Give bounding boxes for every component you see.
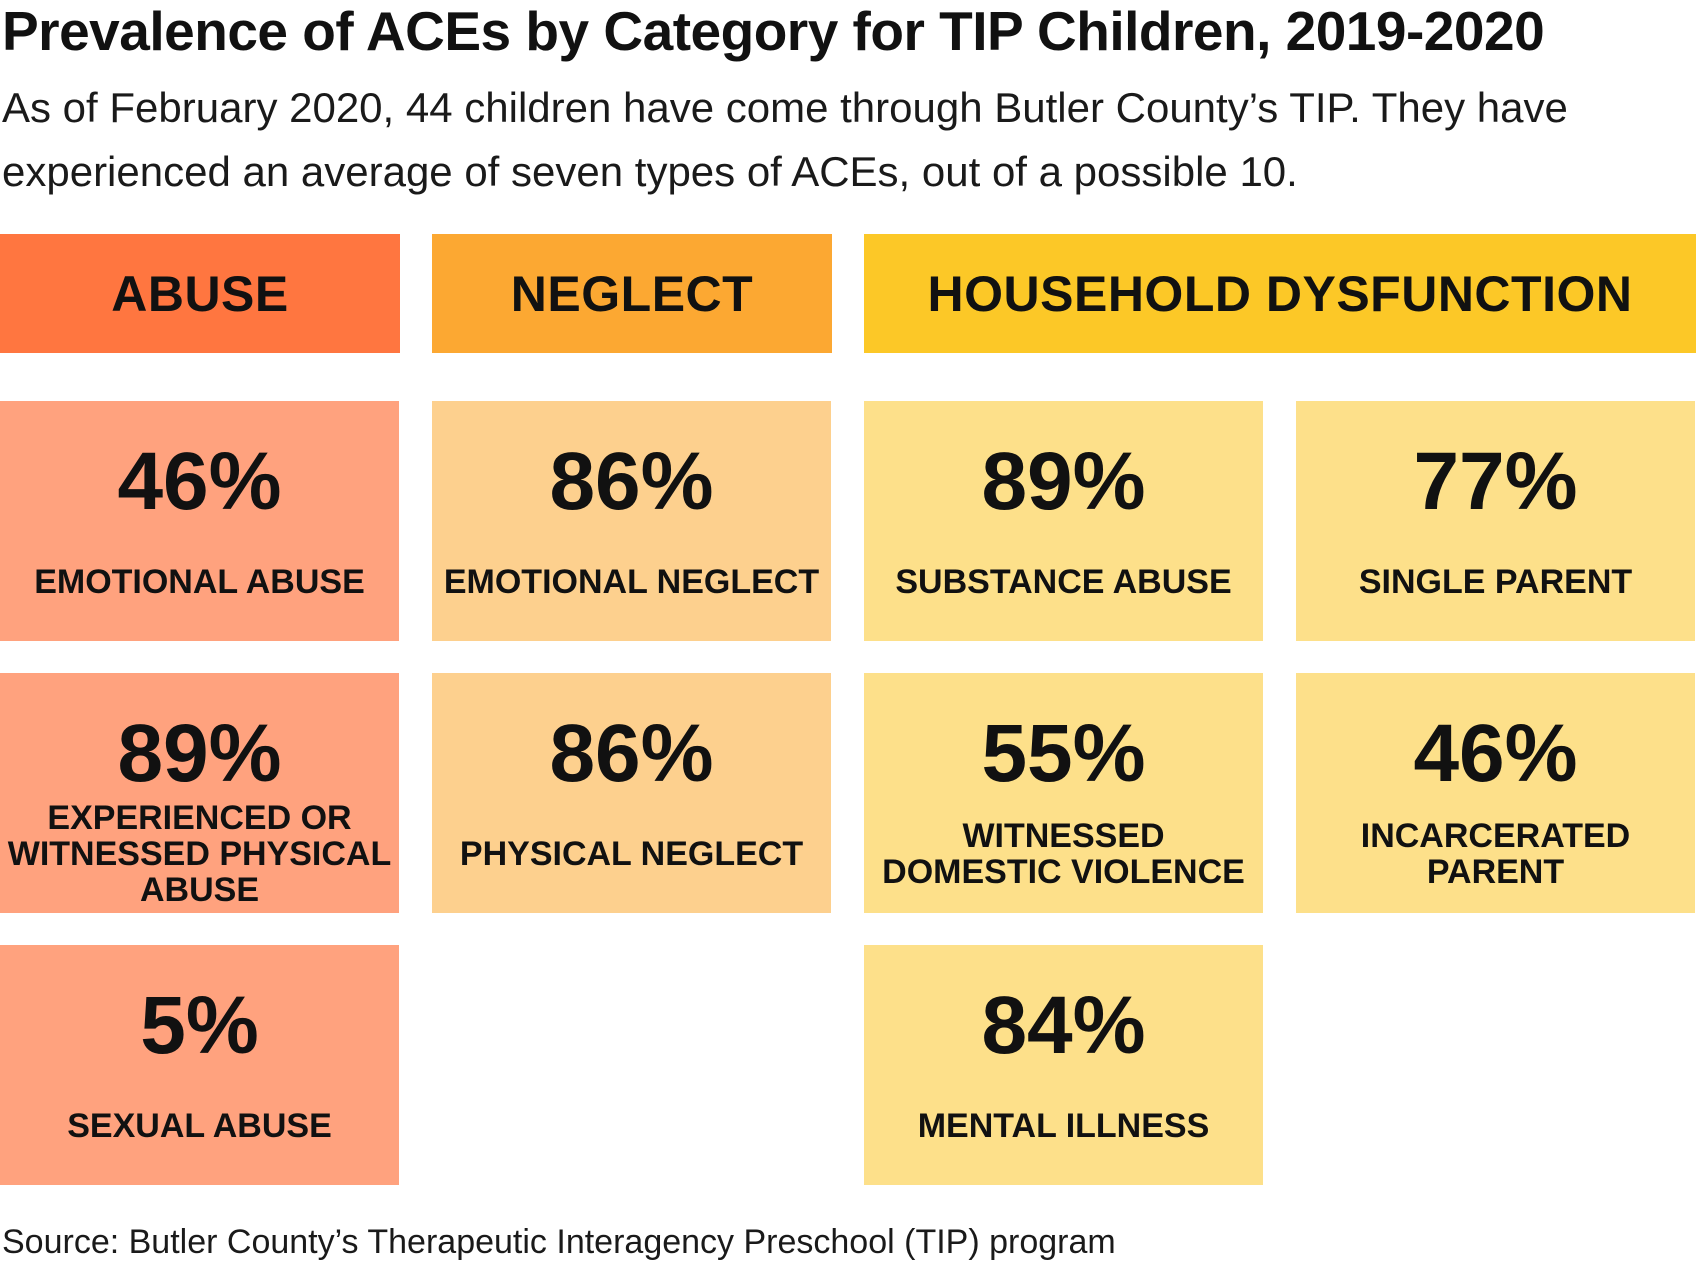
ace-label: EMOTIONAL NEGLECT [443,563,820,601]
ace-tile-emotional-abuse: 46% EMOTIONAL ABUSE [0,401,399,641]
ace-percentage: 46% [1413,708,1578,799]
ace-percentage: 86% [549,708,714,799]
source-note: Source: Butler County’s Therapeutic Inte… [2,1223,1116,1261]
ace-label: SEXUAL ABUSE [67,1107,332,1145]
ace-percentage: 89% [981,436,1146,527]
ace-label: EXPERIENCED OR WITNESSED PHYSICAL ABUSE [7,799,392,909]
ace-label: SUBSTANCE ABUSE [895,563,1232,601]
ace-percentage: 55% [981,708,1146,799]
ace-tile-sexual-abuse: 5% SEXUAL ABUSE [0,945,399,1185]
ace-tile-mental-illness: 84% MENTAL ILLNESS [864,945,1263,1185]
ace-tile-substance-abuse: 89% SUBSTANCE ABUSE [864,401,1263,641]
ace-percentage: 89% [117,708,282,799]
ace-label: SINGLE PARENT [1358,563,1633,601]
ace-tile-physical-neglect: 86% PHYSICAL NEGLECT [432,673,831,913]
category-header-neglect: NEGLECT [432,234,832,353]
ace-label: MENTAL ILLNESS [917,1107,1210,1145]
ace-tile-single-parent: 77% SINGLE PARENT [1296,401,1695,641]
ace-label: INCARCERATED PARENT [1360,817,1631,891]
ace-percentage: 86% [549,436,714,527]
ace-tile-emotional-neglect: 86% EMOTIONAL NEGLECT [432,401,831,641]
ace-label: EMOTIONAL ABUSE [34,563,365,601]
chart-subtitle: As of February 2020, 44 children have co… [2,84,1568,195]
ace-percentage: 77% [1413,436,1578,527]
ace-label: WITNESSED DOMESTIC VIOLENCE [882,817,1245,891]
chart-title: Prevalence of ACEs by Category for TIP C… [2,0,1545,62]
category-header-abuse: ABUSE [0,234,400,353]
ace-tile-incarcerated-parent: 46% INCARCERATED PARENT [1296,673,1695,913]
ace-label: PHYSICAL NEGLECT [459,835,804,873]
category-header-household-dysfunction: HOUSEHOLD DYSFUNCTION [864,234,1696,353]
ace-tile-witnessed-domestic-violence: 55% WITNESSED DOMESTIC VIOLENCE [864,673,1263,913]
ace-percentage: 5% [140,980,259,1071]
ace-percentage: 46% [117,436,282,527]
ace-tile-experienced-or-witnessed-physical-abuse: 89% EXPERIENCED OR WITNESSED PHYSICAL ABU… [0,673,399,913]
ace-percentage: 84% [981,980,1146,1071]
